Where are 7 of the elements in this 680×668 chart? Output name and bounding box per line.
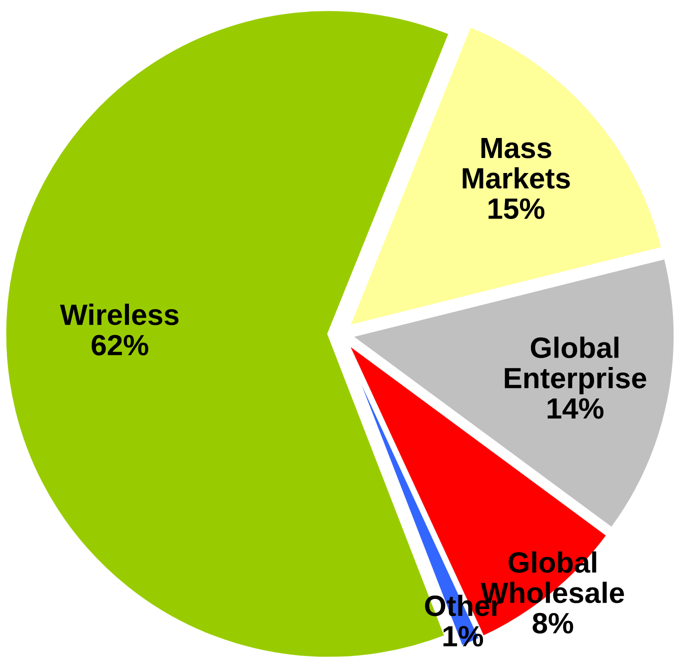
slice-label: Mass Markets: [462, 138, 570, 189]
data-label: 8%: [532, 612, 574, 634]
slice-label: Wireless: [60, 304, 178, 326]
data-label: 15%: [488, 198, 544, 220]
data-label: 62%: [92, 334, 148, 356]
slice-label: Global Enterprise: [504, 336, 646, 394]
data-label: 14%: [548, 398, 604, 419]
